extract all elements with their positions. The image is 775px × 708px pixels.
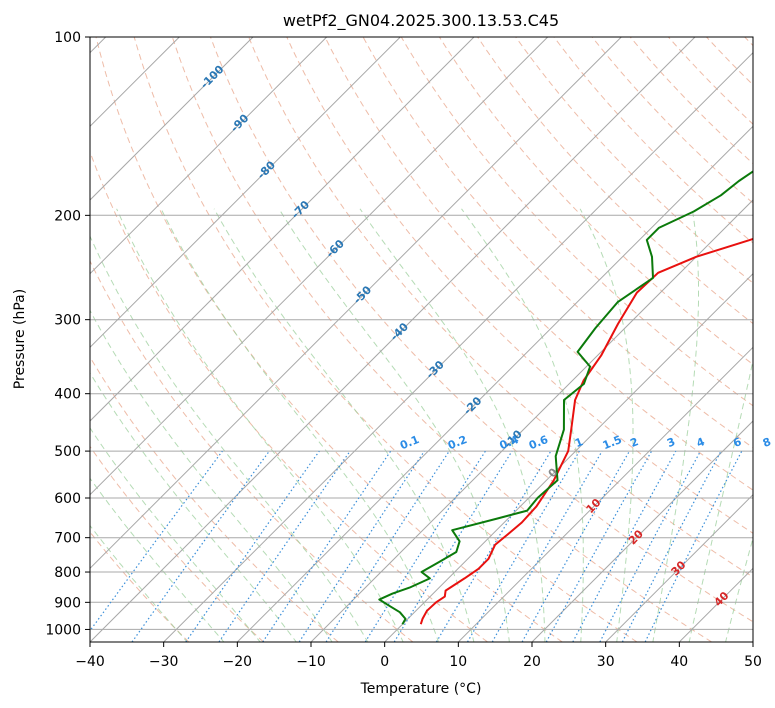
dry-adiabat-line — [90, 445, 264, 642]
temperature-line — [419, 237, 753, 625]
x-tick-label: −10 — [296, 654, 326, 670]
isotherm-line — [752, 641, 753, 642]
isotherm-line — [90, 37, 254, 201]
y-axis-label: Pressure (hPa) — [12, 289, 28, 389]
moist-adiabat-line — [90, 371, 297, 642]
moist-adiabat-line — [213, 208, 475, 642]
moist-adiabat-line — [160, 208, 440, 642]
moist-adiabat-line — [90, 477, 225, 642]
y-tick-label: 900 — [54, 595, 81, 611]
dry-adiabat-line — [90, 259, 414, 642]
mixing-ratio-line — [521, 450, 631, 642]
axes: −40 −30 −20 −10 0 10 20 30 40 50 100 200 300 400 500 60… — [45, 30, 762, 670]
x-tick-label: 40 — [670, 654, 688, 670]
mixing-ratio-line — [262, 450, 392, 642]
y-tick-label: 500 — [54, 444, 81, 460]
dry-adiabat-line — [171, 37, 712, 642]
moist-adiabat-line — [579, 208, 634, 642]
chart-title: wetPf2_GN04.2025.300.13.53.C45 — [283, 11, 559, 31]
isotherm-line — [236, 125, 753, 642]
x-tick-label: −30 — [149, 654, 179, 670]
y-tick-label: 700 — [54, 531, 81, 547]
dry-adiabat-line — [515, 37, 753, 284]
mixing-ratio-line — [644, 450, 743, 642]
mixing-ratio-line — [545, 450, 653, 642]
isotherm-line — [384, 272, 753, 642]
moist-adiabat-line — [278, 208, 510, 642]
x-tick-label: 0 — [380, 654, 389, 670]
y-tick-label: 800 — [54, 565, 81, 581]
mixing-ratio-line — [572, 450, 677, 642]
x-tick-label: −20 — [223, 654, 253, 670]
isotherm-line — [90, 37, 622, 570]
data-series — [378, 170, 753, 625]
y-tick-label: 600 — [54, 491, 81, 507]
dry-adiabat-line — [90, 356, 339, 642]
mixing-ratio-line — [131, 450, 270, 642]
dry-adiabat-line — [95, 37, 563, 642]
x-axis-label: Temperature (°C) — [360, 681, 482, 697]
mixing-ratio-line — [218, 450, 351, 642]
x-tick-label: 20 — [523, 654, 541, 670]
moist-adiabat-line — [116, 208, 404, 642]
y-tick-label: 300 — [54, 313, 81, 329]
y-tick-label: 100 — [54, 30, 81, 46]
mixing-ratio-label: 2 — [628, 435, 640, 450]
y-tick-label: 200 — [54, 208, 81, 224]
y-tick-label: 1000 — [45, 622, 81, 638]
moist-adiabat-line — [652, 208, 699, 642]
mixing-ratio-label: 1 — [573, 435, 585, 450]
mixing-ratio-line — [393, 450, 513, 642]
plot-frame — [89, 36, 754, 643]
isotherm-line — [605, 493, 753, 642]
dry-adiabat-line — [133, 37, 638, 642]
isotherm-line — [90, 37, 401, 349]
isotherm-line — [90, 37, 696, 642]
dry-adiabat-line — [248, 37, 753, 578]
mixing-ratio-line — [325, 450, 450, 642]
moist-adiabat-line — [359, 208, 546, 642]
mixing-ratio-label: 3 — [665, 435, 677, 450]
mixing-ratio-label: 8 — [761, 435, 773, 450]
plot-background — [90, 37, 753, 642]
isotherm-line — [457, 346, 753, 642]
dry-adiabat-line — [324, 37, 753, 491]
isotherm-line — [90, 37, 475, 422]
dewpoint-line — [378, 170, 753, 625]
mixing-ratio-line — [298, 450, 425, 642]
isotherm-line — [90, 37, 328, 275]
moist-adiabat-line — [90, 427, 261, 642]
dry-adiabat-line — [286, 37, 753, 534]
isotherm-line — [310, 199, 753, 642]
background-lines — [90, 37, 753, 642]
isotherm-line — [90, 37, 549, 496]
mixing-ratio-line — [90, 450, 223, 632]
x-tick-label: 10 — [449, 654, 467, 670]
moist-adiabat-line — [90, 235, 369, 642]
mixing-ratio-line — [185, 450, 320, 642]
x-tick-label: 50 — [744, 654, 762, 670]
isotherm-line — [531, 420, 753, 642]
x-tick-label: 30 — [597, 654, 615, 670]
y-tick-label: 400 — [54, 387, 81, 403]
dry-adiabat-line — [210, 37, 753, 623]
isotherm-line — [163, 51, 753, 642]
x-tick-label: −40 — [75, 654, 105, 670]
moist-adiabat-line — [461, 208, 584, 642]
